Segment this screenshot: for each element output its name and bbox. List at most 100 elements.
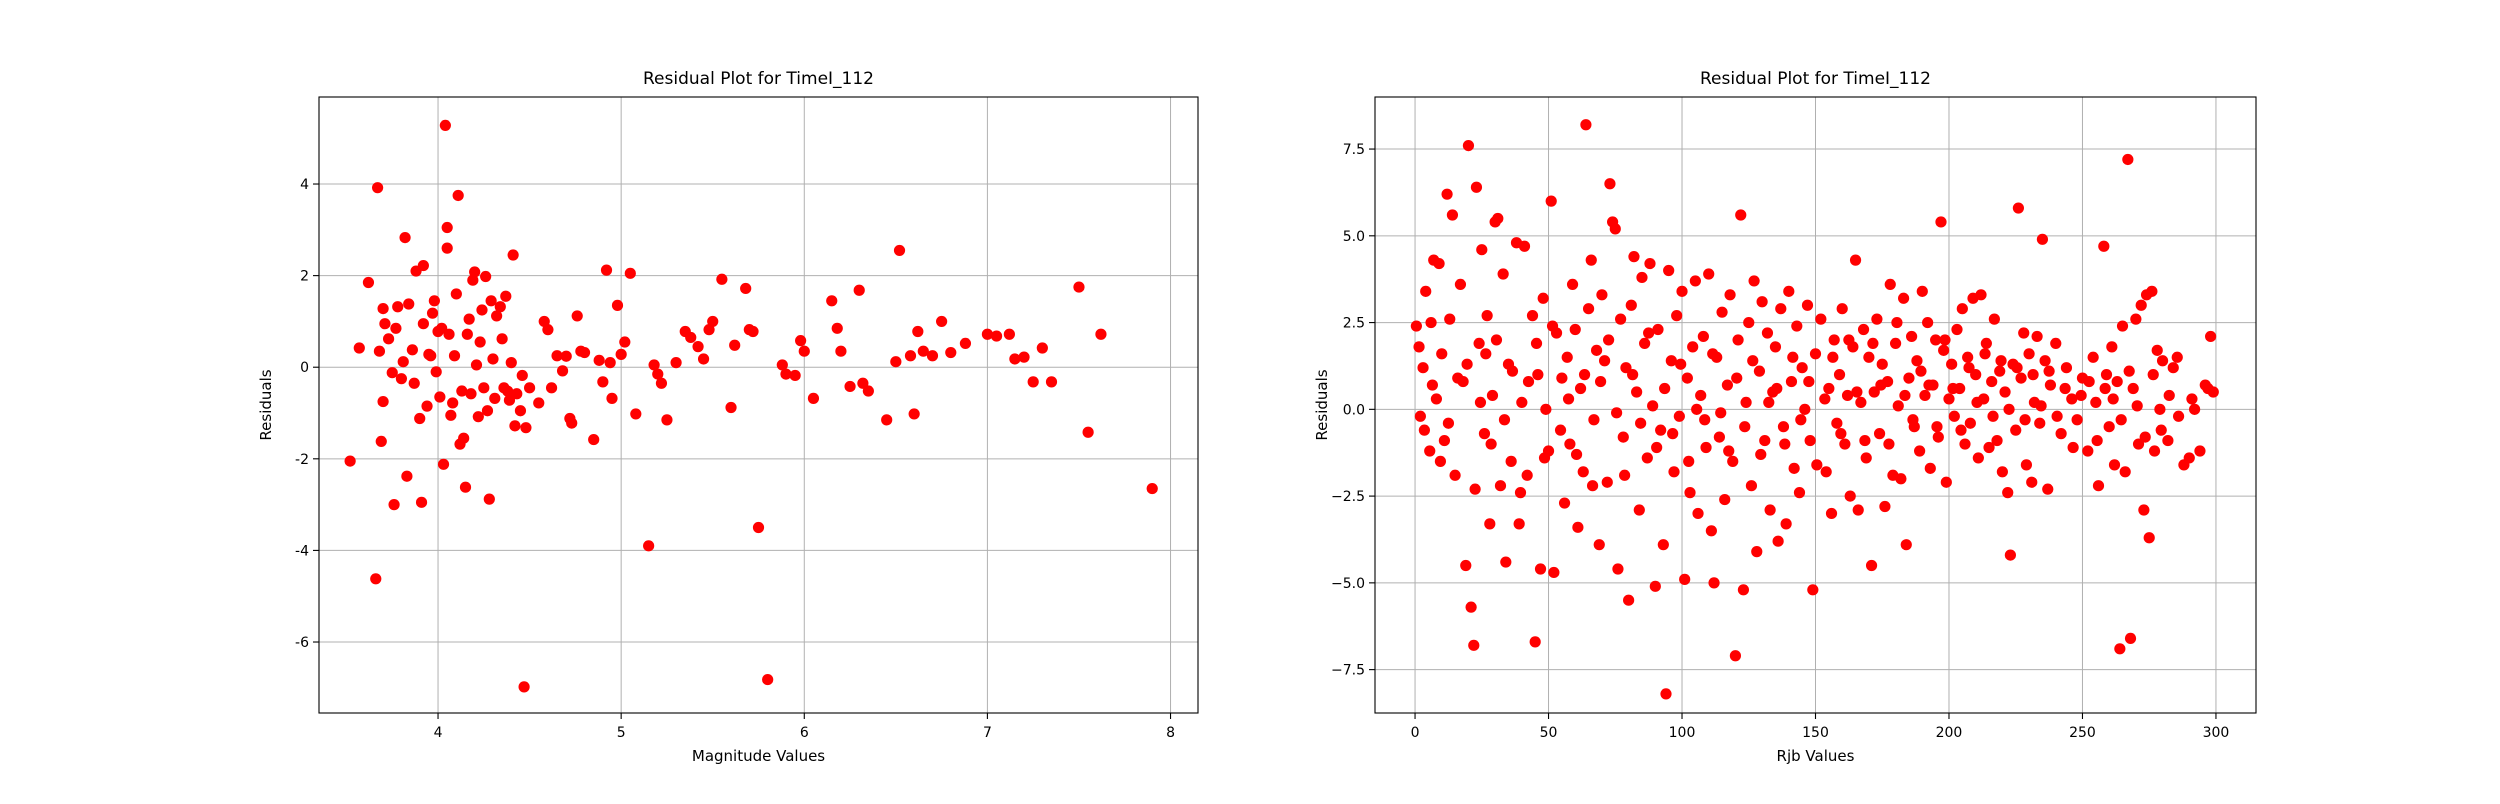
data-point xyxy=(1582,303,1595,315)
data-point xyxy=(593,354,605,366)
data-point xyxy=(494,301,506,313)
data-point xyxy=(1900,539,1912,551)
data-point xyxy=(1623,594,1635,606)
data-point xyxy=(2050,337,2062,349)
data-point xyxy=(489,392,501,404)
data-point xyxy=(1673,410,1685,422)
data-point xyxy=(1867,337,1879,349)
data-point xyxy=(1807,584,1819,596)
data-point xyxy=(452,189,464,202)
x-tick-label: 8 xyxy=(1166,725,1175,741)
data-point xyxy=(990,330,1003,342)
data-point xyxy=(1530,337,1543,349)
data-point xyxy=(643,540,655,552)
data-point xyxy=(1659,382,1671,395)
data-point xyxy=(959,337,972,349)
data-point xyxy=(1668,466,1680,478)
data-point xyxy=(1699,414,1711,426)
data-point xyxy=(511,388,523,400)
data-point xyxy=(1470,181,1483,193)
data-point xyxy=(2207,386,2219,398)
data-point xyxy=(1498,414,1511,426)
data-point xyxy=(1948,410,1960,422)
data-point xyxy=(1844,490,1856,502)
data-point xyxy=(397,356,409,368)
data-point xyxy=(1987,410,1999,422)
data-point xyxy=(2055,428,2067,440)
data-point xyxy=(1729,650,1742,662)
data-point xyxy=(1585,254,1597,266)
y-tick-label: 5.0 xyxy=(1343,229,1365,245)
data-point xyxy=(1819,393,1831,405)
data-point xyxy=(2156,355,2169,367)
data-point xyxy=(441,242,453,254)
data-point xyxy=(1665,355,1677,367)
data-point xyxy=(1748,275,1760,287)
x-tick-label: 150 xyxy=(1802,725,1829,741)
data-point xyxy=(1562,393,1575,405)
data-point xyxy=(1991,434,2003,447)
data-point xyxy=(2163,389,2175,402)
data-point xyxy=(1823,382,1835,395)
data-point xyxy=(434,391,446,403)
data-point xyxy=(893,244,906,257)
data-point xyxy=(630,408,642,420)
y-axis-label: Residuals xyxy=(1313,369,1331,440)
data-point xyxy=(463,313,475,325)
data-point xyxy=(1018,351,1030,363)
data-point xyxy=(1755,448,1767,461)
data-point xyxy=(551,350,563,362)
data-point xyxy=(1779,438,1791,450)
data-point xyxy=(2155,424,2167,436)
data-point xyxy=(2162,434,2174,447)
data-point xyxy=(2023,348,2035,360)
data-point xyxy=(470,359,483,371)
data-point xyxy=(1494,480,1507,492)
data-point xyxy=(353,342,365,354)
data-point xyxy=(936,315,948,328)
x-tick-label: 100 xyxy=(1669,725,1696,741)
data-point xyxy=(514,405,527,417)
y-axis-label: Residuals xyxy=(257,369,275,440)
data-point xyxy=(1625,299,1637,311)
data-point xyxy=(1446,209,1459,221)
data-point xyxy=(425,350,437,362)
data-point xyxy=(2139,431,2151,443)
y-tick-label: −5.0 xyxy=(1331,576,1365,592)
subplot-2: 0 50 100 150 200 250 300 −7.5 −5.0 −2.5 0.0 2.5 5.0 7… xyxy=(1313,69,2257,765)
data-point xyxy=(1860,452,1872,464)
data-point xyxy=(1529,636,1541,648)
data-point xyxy=(1780,518,1792,530)
data-point xyxy=(1841,389,1854,402)
data-point xyxy=(1899,389,1911,402)
data-point xyxy=(1516,396,1528,408)
data-point xyxy=(518,681,530,693)
data-point xyxy=(2205,330,2217,343)
data-point xyxy=(1839,438,1851,450)
data-point xyxy=(1759,434,1771,447)
data-point xyxy=(1771,382,1783,395)
data-point xyxy=(1675,358,1687,370)
data-point xyxy=(795,335,807,347)
data-point xyxy=(2011,362,2023,374)
data-point xyxy=(1580,119,1592,131)
data-point xyxy=(1737,584,1750,596)
data-point xyxy=(1426,379,1438,391)
data-point xyxy=(1932,431,1944,443)
data-point xyxy=(2172,410,2185,422)
data-point xyxy=(1852,504,1864,516)
data-point xyxy=(1930,334,1942,346)
data-point xyxy=(1505,455,1517,467)
data-point xyxy=(2010,424,2022,436)
data-point xyxy=(1859,434,1871,447)
data-point xyxy=(707,315,719,328)
data-point xyxy=(1590,344,1603,356)
data-point xyxy=(1532,369,1544,381)
data-point xyxy=(844,380,856,393)
data-point xyxy=(1420,285,1432,297)
data-point xyxy=(1490,334,1503,346)
data-point xyxy=(373,345,386,357)
data-point xyxy=(1756,296,1768,308)
data-point xyxy=(1994,365,2006,377)
x-tick-label: 250 xyxy=(2069,725,2096,741)
